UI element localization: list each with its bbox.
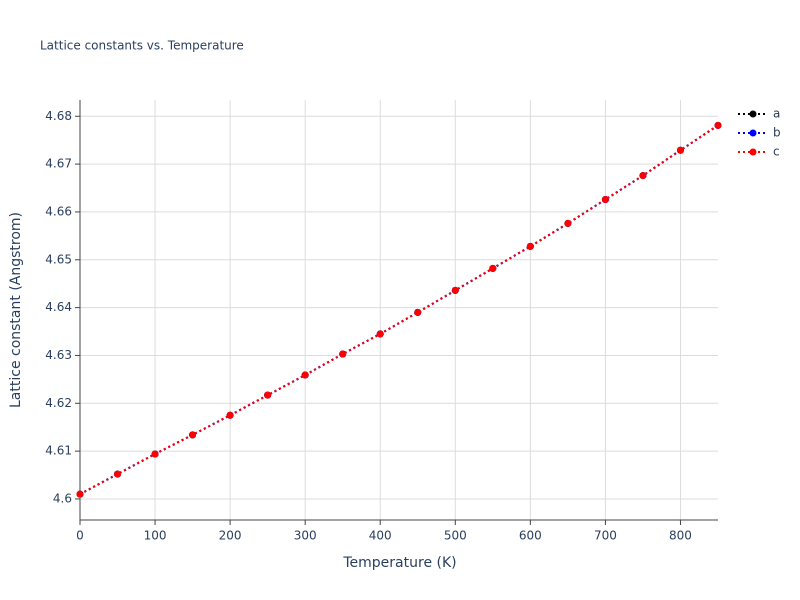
x-tick-label: 600 [519, 529, 542, 543]
legend-marker [749, 148, 757, 156]
x-tick-label: 0 [76, 529, 84, 543]
legend-marker [749, 129, 757, 137]
data-point [264, 391, 272, 399]
data-point [414, 308, 422, 316]
chart-title: Lattice constants vs. Temperature [40, 39, 244, 53]
y-tick-label: 4.68 [45, 109, 72, 123]
legend-label: c [773, 145, 780, 159]
data-point [489, 264, 497, 272]
data-point [601, 195, 609, 203]
data-point [451, 286, 459, 294]
y-tick-label: 4.66 [45, 204, 72, 218]
y-tick-label: 4.63 [45, 348, 72, 362]
data-point [151, 450, 159, 458]
data-point [301, 371, 309, 379]
x-tick-label: 200 [219, 529, 242, 543]
legend-label: b [773, 126, 781, 140]
x-tick-label: 100 [144, 529, 167, 543]
series-line [79, 124, 719, 496]
data-point [526, 242, 534, 250]
x-tick-label: 700 [594, 529, 617, 543]
y-tick-label: 4.67 [45, 157, 72, 171]
data-point [676, 146, 684, 154]
x-tick-label: 800 [669, 529, 692, 543]
data-point [339, 350, 347, 358]
y-axis-title: Lattice constant (Angstrom) [8, 212, 24, 408]
legend-label: a [773, 107, 780, 121]
data-point [76, 490, 84, 498]
y-tick-label: 4.61 [45, 444, 72, 458]
series-line [79, 124, 719, 496]
data-point [189, 431, 197, 439]
data-point [376, 330, 384, 338]
x-tick-label: 300 [294, 529, 317, 543]
y-tick-label: 4.64 [45, 300, 72, 314]
x-axis-title: Temperature (K) [342, 555, 456, 571]
legend-marker [749, 110, 757, 118]
y-tick-label: 4.62 [45, 396, 72, 410]
y-tick-label: 4.6 [53, 491, 72, 505]
series-line [79, 124, 719, 496]
data-point [714, 121, 722, 129]
data-point [564, 219, 572, 227]
data-point [114, 470, 122, 478]
y-tick-label: 4.65 [45, 252, 72, 266]
x-tick-label: 400 [369, 529, 392, 543]
data-point [226, 411, 234, 419]
data-point [639, 172, 647, 180]
x-tick-label: 500 [444, 529, 467, 543]
